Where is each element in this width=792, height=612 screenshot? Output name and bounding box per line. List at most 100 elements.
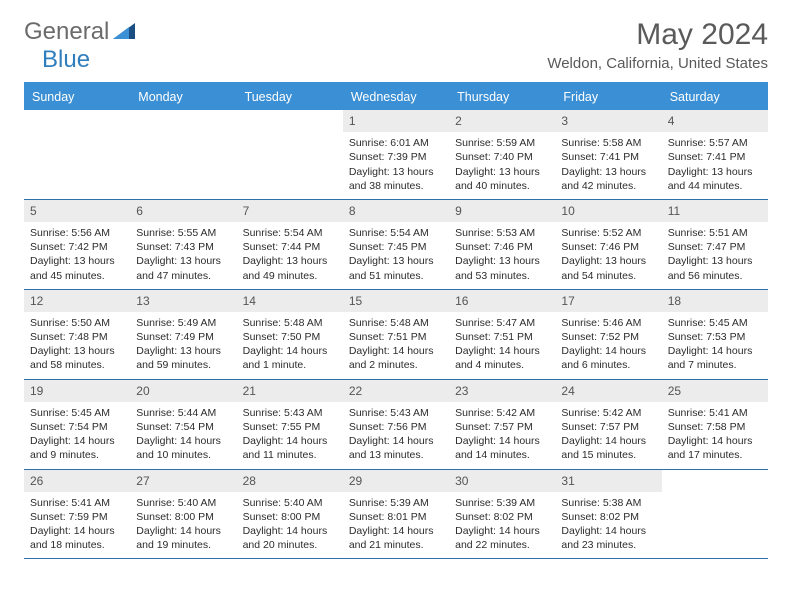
- day-number: 8: [343, 200, 449, 222]
- day-cell: 6Sunrise: 5:55 AMSunset: 7:43 PMDaylight…: [130, 200, 236, 289]
- sunset-text: Sunset: 7:46 PM: [455, 240, 549, 254]
- daylight-text: Daylight: 14 hours and 15 minutes.: [561, 434, 655, 462]
- sunrise-text: Sunrise: 5:41 AM: [30, 496, 124, 510]
- day-body: Sunrise: 5:38 AMSunset: 8:02 PMDaylight:…: [555, 492, 661, 559]
- day-cell: [24, 110, 130, 199]
- brand-text-2: Blue: [42, 46, 90, 73]
- dow-tuesday: Tuesday: [237, 84, 343, 110]
- sunset-text: Sunset: 8:01 PM: [349, 510, 443, 524]
- sunrise-text: Sunrise: 5:48 AM: [243, 316, 337, 330]
- sunset-text: Sunset: 7:41 PM: [668, 150, 762, 164]
- day-cell: 24Sunrise: 5:42 AMSunset: 7:57 PMDayligh…: [555, 380, 661, 469]
- day-body: Sunrise: 5:51 AMSunset: 7:47 PMDaylight:…: [662, 222, 768, 289]
- day-cell: 10Sunrise: 5:52 AMSunset: 7:46 PMDayligh…: [555, 200, 661, 289]
- day-body: Sunrise: 5:42 AMSunset: 7:57 PMDaylight:…: [449, 402, 555, 469]
- day-number: 28: [237, 470, 343, 492]
- day-cell: 15Sunrise: 5:48 AMSunset: 7:51 PMDayligh…: [343, 290, 449, 379]
- day-body: Sunrise: 5:40 AMSunset: 8:00 PMDaylight:…: [130, 492, 236, 559]
- sunrise-text: Sunrise: 5:53 AM: [455, 226, 549, 240]
- sunrise-text: Sunrise: 5:50 AM: [30, 316, 124, 330]
- day-number: 2: [449, 110, 555, 132]
- daylight-text: Daylight: 13 hours and 42 minutes.: [561, 165, 655, 193]
- sunset-text: Sunset: 7:57 PM: [455, 420, 549, 434]
- sunrise-text: Sunrise: 5:40 AM: [243, 496, 337, 510]
- day-cell: 8Sunrise: 5:54 AMSunset: 7:45 PMDaylight…: [343, 200, 449, 289]
- day-number: 12: [24, 290, 130, 312]
- sunrise-text: Sunrise: 5:45 AM: [30, 406, 124, 420]
- daylight-text: Daylight: 14 hours and 7 minutes.: [668, 344, 762, 372]
- sunset-text: Sunset: 7:42 PM: [30, 240, 124, 254]
- daylight-text: Daylight: 14 hours and 9 minutes.: [30, 434, 124, 462]
- day-body: Sunrise: 5:47 AMSunset: 7:51 PMDaylight:…: [449, 312, 555, 379]
- daylight-text: Daylight: 14 hours and 19 minutes.: [136, 524, 230, 552]
- sunset-text: Sunset: 7:41 PM: [561, 150, 655, 164]
- sunset-text: Sunset: 7:47 PM: [668, 240, 762, 254]
- day-body: Sunrise: 5:39 AMSunset: 8:01 PMDaylight:…: [343, 492, 449, 559]
- logo-triangle-icon: [113, 23, 135, 44]
- sunrise-text: Sunrise: 5:43 AM: [243, 406, 337, 420]
- week-row: 12 Sunrise: 5:50 AMSunset: 7:48 PM Dayligh…: [24, 290, 768, 380]
- day-number: 3: [555, 110, 661, 132]
- day-number: 4: [662, 110, 768, 132]
- day-number: 18: [662, 290, 768, 312]
- sunrise-text: Sunrise: 5:39 AM: [455, 496, 549, 510]
- daylight-text: Daylight: 13 hours and 54 minutes.: [561, 254, 655, 282]
- day-cell: 30Sunrise: 5:39 AMSunset: 8:02 PMDayligh…: [449, 470, 555, 559]
- sunrise-text: Sunrise: 5:56 AM: [30, 226, 124, 240]
- day-cell: 13Sunrise: 5:49 AMSunset: 7:49 PMDayligh…: [130, 290, 236, 379]
- day-number: 31: [555, 470, 661, 492]
- sunset-text: Sunset: 8:00 PM: [243, 510, 337, 524]
- day-cell: 1Sunrise: 6:01 AMSunset: 7:39 PMDaylight…: [343, 110, 449, 199]
- daylight-text: Daylight: 14 hours and 4 minutes.: [455, 344, 549, 372]
- day-body: Sunrise: 6:01 AMSunset: 7:39 PMDaylight:…: [343, 132, 449, 199]
- page-header: General May 2024 Weldon, California, Uni…: [0, 0, 792, 78]
- day-cell: 27Sunrise: 5:40 AMSunset: 8:00 PMDayligh…: [130, 470, 236, 559]
- sunset-text: Sunset: 7:45 PM: [349, 240, 443, 254]
- day-body: Sunrise: 5:43 AMSunset: 7:56 PMDaylight:…: [343, 402, 449, 469]
- day-number: 5: [24, 200, 130, 222]
- day-cell: 20Sunrise: 5:44 AMSunset: 7:54 PMDayligh…: [130, 380, 236, 469]
- day-cell: 9Sunrise: 5:53 AMSunset: 7:46 PMDaylight…: [449, 200, 555, 289]
- month-title: May 2024: [547, 18, 768, 52]
- sunrise-text: Sunrise: 6:01 AM: [349, 136, 443, 150]
- week-row: 1Sunrise: 6:01 AMSunset: 7:39 PMDaylight…: [24, 110, 768, 200]
- day-body: Sunrise: 5:52 AMSunset: 7:46 PMDaylight:…: [555, 222, 661, 289]
- sunrise-text: Sunrise: 5:55 AM: [136, 226, 230, 240]
- daylight-text: Daylight: 14 hours and 1 minute.: [243, 344, 337, 372]
- brand-text-2-wrap: Blue: [24, 46, 90, 74]
- daylight-text: Daylight: 14 hours and 23 minutes.: [561, 524, 655, 552]
- dow-friday: Friday: [555, 84, 661, 110]
- day-body: Sunrise: 5:46 AMSunset: 7:52 PMDaylight:…: [555, 312, 661, 379]
- day-number: 14: [237, 290, 343, 312]
- day-number: 24: [555, 380, 661, 402]
- sunset-text: Sunset: 7:57 PM: [561, 420, 655, 434]
- day-cell: 7Sunrise: 5:54 AMSunset: 7:44 PMDaylight…: [237, 200, 343, 289]
- sunset-text: Sunset: 7:53 PM: [668, 330, 762, 344]
- day-cell: [237, 110, 343, 199]
- sunset-text: Sunset: 7:49 PM: [136, 330, 230, 344]
- sunset-text: Sunset: 8:02 PM: [455, 510, 549, 524]
- sunset-text: Sunset: 7:48 PM: [30, 330, 124, 344]
- sunrise-text: Sunrise: 5:42 AM: [455, 406, 549, 420]
- day-cell: 2Sunrise: 5:59 AMSunset: 7:40 PMDaylight…: [449, 110, 555, 199]
- dow-monday: Monday: [130, 84, 236, 110]
- daylight-text: Daylight: 13 hours and 49 minutes.: [243, 254, 337, 282]
- sunset-text: Sunset: 7:58 PM: [668, 420, 762, 434]
- calendar-grid: Sunday Monday Tuesday Wednesday Thursday…: [24, 84, 768, 559]
- day-number: 25: [662, 380, 768, 402]
- daylight-text: Daylight: 14 hours and 20 minutes.: [243, 524, 337, 552]
- day-body: Sunrise: 5:48 AMSunset: 7:51 PMDaylight:…: [343, 312, 449, 379]
- day-cell: 11Sunrise: 5:51 AMSunset: 7:47 PMDayligh…: [662, 200, 768, 289]
- brand-text-1: General: [24, 18, 109, 46]
- daylight-text: Daylight: 13 hours and 45 minutes.: [30, 254, 124, 282]
- week-row: 5Sunrise: 5:56 AMSunset: 7:42 PMDaylight…: [24, 200, 768, 290]
- title-block: May 2024 Weldon, California, United Stat…: [547, 18, 768, 72]
- sunset-text: Sunset: 7:59 PM: [30, 510, 124, 524]
- day-number: 27: [130, 470, 236, 492]
- day-number: 7: [237, 200, 343, 222]
- daylight-text: Daylight: 13 hours and 53 minutes.: [455, 254, 549, 282]
- sunrise-text: Sunrise: 5:52 AM: [561, 226, 655, 240]
- sunset-text: Sunset: 7:51 PM: [455, 330, 549, 344]
- day-number: 29: [343, 470, 449, 492]
- day-number: 23: [449, 380, 555, 402]
